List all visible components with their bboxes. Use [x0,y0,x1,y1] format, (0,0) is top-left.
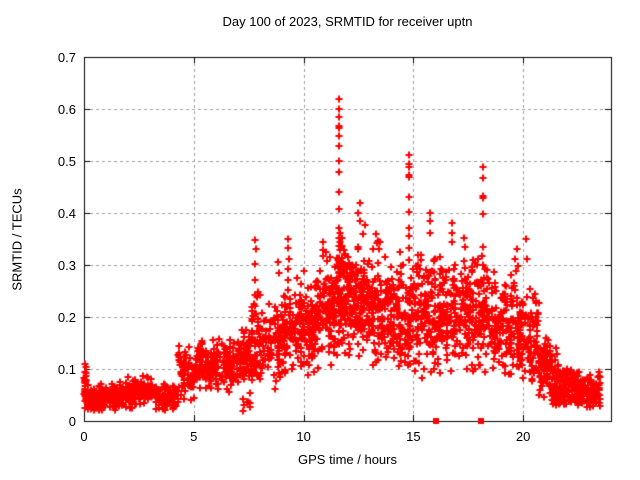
chart-title: Day 100 of 2023, SRMTID for receiver upt… [222,14,473,29]
y-tick-label: 0.7 [57,50,76,65]
x-tick-label: 10 [296,429,311,444]
y-tick-label: 0.1 [57,362,76,377]
x-tick-label: 0 [80,429,88,444]
x-axis-label: GPS time / hours [298,452,397,467]
y-tick-label: 0.2 [57,310,76,325]
x-tick-label: 15 [406,429,421,444]
y-tick-label: 0.6 [57,102,76,117]
y-axis-label-box: SRMTID / TECUs [6,57,28,421]
x-tick-label: 5 [190,429,198,444]
y-tick-label: 0.3 [57,258,76,273]
y-tick-label: 0 [68,414,76,429]
y-tick-label: 0.5 [57,154,76,169]
y-tick-label: 0.4 [57,206,76,221]
y-axis-label: SRMTID / TECUs [9,187,25,291]
x-tick-label: 20 [515,429,531,444]
